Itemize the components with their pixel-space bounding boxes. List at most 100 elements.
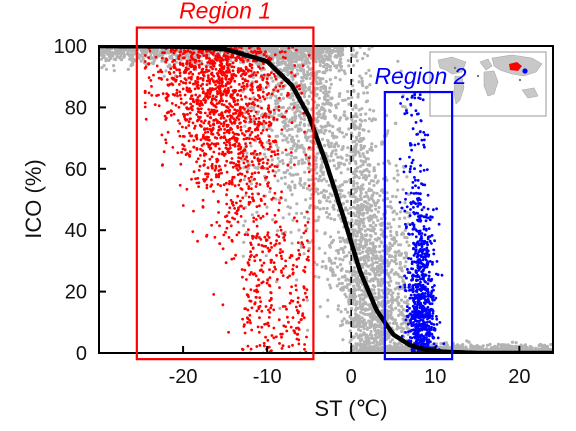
gray-point [317,275,321,279]
gray-point [326,121,330,125]
gray-point [364,177,368,182]
gray-point [358,297,363,301]
gray-point [403,216,407,220]
gray-point [252,105,256,109]
red-point [248,115,252,118]
gray-point [402,256,406,260]
red-point [155,64,159,68]
gray-point [339,195,343,199]
gray-point [245,230,249,235]
gray-point [385,226,389,230]
gray-point [329,144,333,148]
gray-point [315,106,319,110]
gray-point [326,277,330,281]
gray-point [352,176,356,180]
gray-point [263,147,267,151]
gray-point [363,118,367,123]
gray-point [377,288,381,292]
gray-point [355,234,359,238]
gray-point [323,128,327,132]
gray-point [293,125,297,129]
gray-point [357,248,361,252]
gray-point [329,241,333,245]
gray-point [241,158,245,162]
gray-point [362,195,367,199]
gray-point [344,295,348,299]
gray-point [299,245,303,249]
gray-point [481,344,485,348]
gray-point [302,117,307,122]
gray-point [283,182,287,186]
gray-point [351,289,355,294]
gray-point [324,264,328,268]
gray-point [391,194,395,198]
gray-point [379,256,383,260]
gray-point [331,273,335,277]
gray-point [467,340,471,344]
gray-point [347,191,351,195]
red-point [199,76,203,80]
gray-point [355,280,359,285]
red-point [285,109,288,113]
red-point [184,126,188,129]
gray-point [361,152,365,156]
gray-point [372,288,376,292]
gray-point [380,326,384,330]
gray-point [391,321,395,325]
gray-point [355,199,359,203]
gray-point [388,205,392,209]
gray-point [374,232,378,236]
gray-point [162,74,166,78]
gray-point [249,144,253,148]
gray-point [356,334,360,338]
gray-point [243,124,247,128]
gray-point [368,325,373,329]
gray-point [381,330,385,334]
gray-point [293,51,298,55]
gray-point [308,76,312,81]
gray-point [334,142,338,146]
gray-point [351,301,355,305]
gray-point [499,343,503,347]
gray-point [351,192,355,196]
gray-point [328,200,332,204]
gray-point [318,112,322,116]
gray-point [403,201,407,205]
gray-point [361,250,365,254]
gray-point [370,267,374,271]
gray-point [342,250,346,254]
gray-point [349,315,353,320]
gray-point [304,157,308,161]
gray-point [370,336,374,340]
gray-point [349,206,353,210]
gray-point [347,288,351,292]
gray-point [379,295,383,299]
gray-point [401,188,405,192]
gray-point [356,306,360,311]
gray-point [318,305,322,309]
gray-point [307,94,311,98]
gray-point [386,264,390,268]
gray-point [309,90,313,94]
gray-point [317,54,321,58]
gray-point [439,345,443,349]
gray-point [299,183,303,187]
gray-point [286,205,290,209]
gray-point [296,162,300,166]
gray-point [346,89,350,94]
gray-point [339,247,343,251]
gray-point [284,138,288,142]
gray-point [357,287,361,292]
gray-point [376,218,380,222]
gray-point [405,325,409,329]
gray-point [346,96,350,100]
gray-point [364,175,368,179]
gray-point [358,74,362,78]
gray-point [357,176,361,180]
gray-point [271,79,275,83]
gray-point [332,164,336,168]
gray-point [251,75,255,79]
gray-point [349,131,353,135]
gray-point [290,140,294,144]
gray-point [360,119,364,123]
